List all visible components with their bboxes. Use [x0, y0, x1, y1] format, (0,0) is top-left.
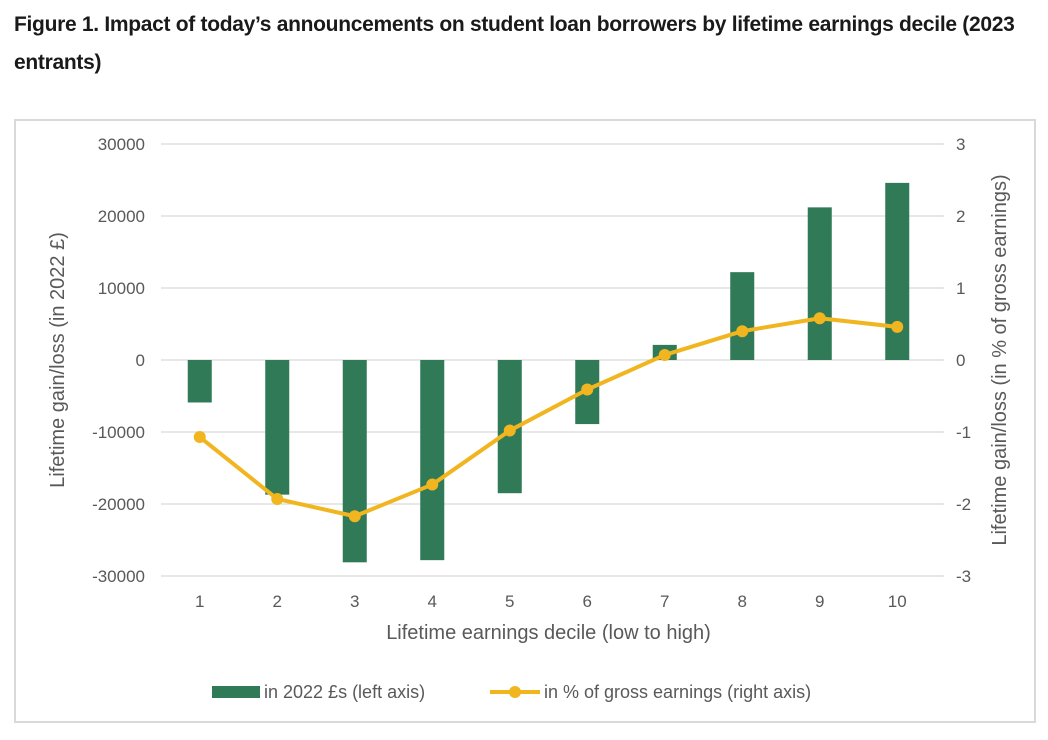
figure-title: Figure 1. Impact of today’s announcement…: [14, 13, 1015, 74]
right-tick-label: 3: [956, 135, 965, 154]
legend-marker-line: [509, 686, 521, 698]
bar-decile-4: [420, 360, 445, 561]
left-tick-label: 30000: [98, 135, 145, 154]
bar-decile-10: [885, 182, 910, 360]
bar-decile-2: [265, 360, 290, 495]
x-tick-label: 5: [505, 592, 514, 611]
right-tick-label: 1: [956, 279, 965, 298]
bar-decile-3: [342, 360, 367, 563]
right-tick-label: -1: [956, 423, 971, 442]
x-tick-label: 2: [273, 592, 282, 611]
left-tick-label: 10000: [98, 279, 145, 298]
chart: 3000020000100000-10000-20000-300003210-1…: [47, 135, 1011, 702]
legend-label-line: in % of gross earnings (right axis): [544, 682, 811, 702]
legend-label-bars: in 2022 £s (left axis): [264, 682, 425, 702]
x-tick-label: 1: [195, 592, 204, 611]
x-tick-label: 3: [350, 592, 359, 611]
line-point-decile-9: [813, 312, 826, 325]
x-tick-label: 7: [660, 592, 669, 611]
line-point-decile-6: [581, 383, 594, 396]
left-tick-label: 20000: [98, 207, 145, 226]
right-tick-label: -2: [956, 495, 971, 514]
left-tick-label: -10000: [92, 423, 145, 442]
line-point-decile-1: [193, 431, 206, 444]
line-point-decile-10: [891, 320, 904, 333]
x-tick-label: 10: [888, 592, 907, 611]
right-tick-label: -3: [956, 567, 971, 586]
x-tick-label: 6: [583, 592, 592, 611]
x-tick-label: 4: [428, 592, 437, 611]
x-axis-title: Lifetime earnings decile (low to high): [386, 622, 711, 644]
line-series-percent: [197, 316, 900, 519]
left-axis-title: Lifetime gain/loss (in 2022 £): [47, 232, 69, 488]
line-point-decile-5: [503, 424, 516, 437]
right-tick-label: 0: [956, 351, 965, 370]
x-tick-label: 8: [738, 592, 747, 611]
right-axis-title: Lifetime gain/loss (in % of gross earnin…: [989, 174, 1011, 545]
line-point-decile-3: [348, 510, 361, 523]
left-tick-label: 0: [136, 351, 145, 370]
legend-swatch-bars: [212, 686, 260, 698]
left-tick-label: -20000: [92, 495, 145, 514]
bar-decile-1: [187, 360, 212, 403]
bar-decile-8: [730, 272, 755, 360]
right-tick-label: 2: [956, 207, 965, 226]
line-point-decile-8: [736, 325, 749, 338]
chart-frame: 30000 20000 10000 0 -10000 -20000 -30000 3 2 1 0 -1…: [14, 119, 1036, 723]
x-tick-label: 9: [815, 592, 824, 611]
line-point-decile-4: [426, 478, 439, 491]
line-point-decile-7: [658, 348, 671, 361]
bar-decile-9: [807, 207, 832, 360]
line-point-decile-2: [271, 492, 284, 505]
left-tick-label: -30000: [92, 567, 145, 586]
